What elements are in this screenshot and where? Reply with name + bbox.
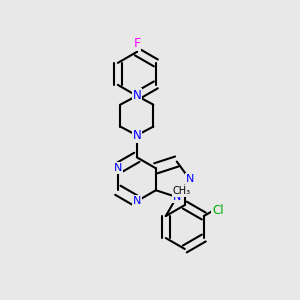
- Text: N: N: [133, 129, 141, 142]
- Text: N: N: [133, 196, 141, 206]
- Text: N: N: [133, 89, 141, 102]
- Text: N: N: [172, 192, 181, 202]
- Text: N: N: [114, 163, 122, 173]
- Text: F: F: [133, 37, 140, 50]
- Text: Cl: Cl: [212, 204, 224, 217]
- Text: CH₃: CH₃: [173, 186, 191, 196]
- Text: N: N: [185, 174, 194, 184]
